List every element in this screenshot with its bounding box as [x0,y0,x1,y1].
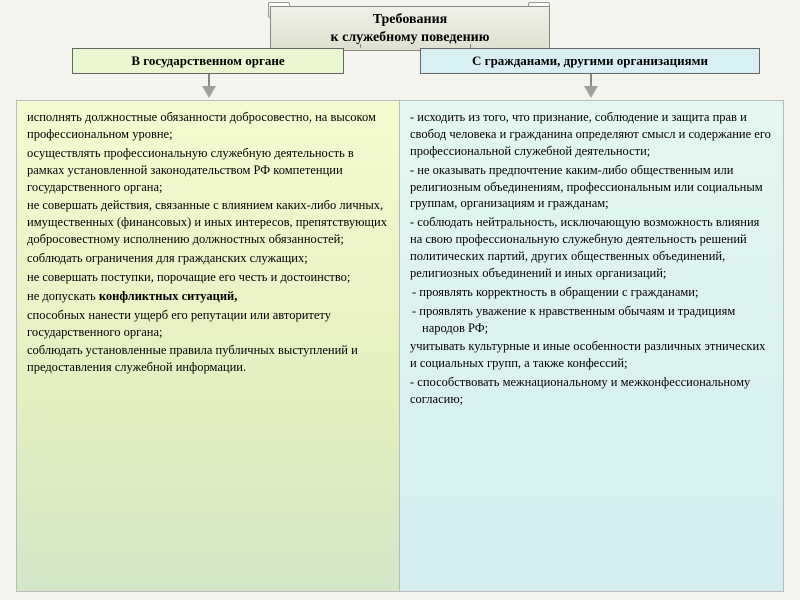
arrow-down-icon [202,86,216,98]
text: не допускать [27,289,99,303]
left-item: способных нанести ущерб его репутации ил… [27,307,389,341]
connector [208,74,210,86]
subheading-right: С гражданами, другими организациями [420,48,760,74]
right-subitem: - проявлять уважение к нравственным обыч… [410,303,773,337]
left-item: соблюдать ограничения для гражданских сл… [27,250,389,267]
right-item: - способствовать межнациональному и межк… [410,374,773,408]
right-item: учитывать культурные и иные особенности … [410,338,773,372]
right-item: - соблюдать нейтральность, исключающую в… [410,214,773,282]
diagram-title: Требования к служебному поведению [270,6,550,51]
connector [360,44,361,48]
subheading-left: В государственном органе [72,48,344,74]
bold-text: конфликтных ситуаций, [99,289,238,303]
right-item: - не оказывать предпочтение каким-либо о… [410,162,773,213]
left-item: осуществлять профессиональную служебную … [27,145,389,196]
left-item: не совершать действия, связанные с влиян… [27,197,389,248]
connector [590,74,592,86]
column-left: исполнять должностные обязанности доброс… [17,101,400,591]
right-item: - исходить из того, что признание, соблю… [410,109,773,160]
left-item: исполнять должностные обязанности доброс… [27,109,389,143]
left-item: не совершать поступки, порочащие его чес… [27,269,389,286]
content-columns: исполнять должностные обязанности доброс… [16,100,784,592]
arrow-down-icon [584,86,598,98]
column-right: - исходить из того, что признание, соблю… [400,101,783,591]
right-subitem: - проявлять корректность в обращении с г… [410,284,773,301]
left-item: соблюдать установленные правила публичны… [27,342,389,376]
title-line2: к служебному поведению [279,29,541,47]
left-item-bold: не допускать конфликтных ситуаций, [27,288,389,305]
title-line1: Требования [279,11,541,29]
